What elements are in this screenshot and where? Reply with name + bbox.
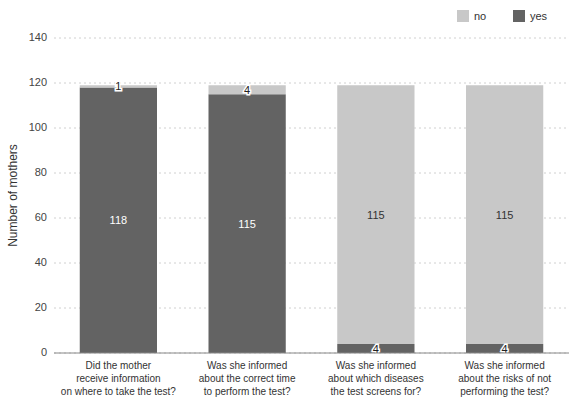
x-tick-label-line: about the risks of not xyxy=(458,373,551,384)
data-label: 1 xyxy=(115,80,121,92)
x-axis: Did the mother receive information on wher… xyxy=(61,360,551,397)
legend-item: yes xyxy=(513,10,548,22)
y-tick-label: 80 xyxy=(35,166,47,178)
legend-swatch xyxy=(457,10,469,22)
x-tick-label-line: to perform the test? xyxy=(204,386,291,397)
x-tick-label: Was she informed about which diseases the … xyxy=(328,360,424,397)
bars xyxy=(80,85,544,353)
bar-segment xyxy=(80,88,157,354)
x-tick-label-line: receive information xyxy=(76,373,160,384)
x-tick-label-line: performing the test? xyxy=(460,386,549,397)
bar-segment xyxy=(209,94,286,353)
bar-segment xyxy=(466,85,543,344)
x-tick-label-line: the test screens for? xyxy=(331,386,422,397)
x-tick-label-line: Was she informed xyxy=(336,360,416,371)
legend-swatch xyxy=(513,10,525,22)
y-tick-label: 100 xyxy=(29,121,47,133)
legend-item: no xyxy=(457,10,486,22)
data-label: 4 xyxy=(244,84,250,96)
data-label: 118 xyxy=(110,214,128,226)
data-label: 115 xyxy=(496,209,514,221)
y-tick-label: 60 xyxy=(35,211,47,223)
data-label: 115 xyxy=(367,209,385,221)
data-label: 115 xyxy=(238,218,256,230)
data-labels: 1181115441154115 xyxy=(110,80,514,354)
x-tick-label-line: Did the mother xyxy=(86,360,152,371)
grid xyxy=(54,38,569,353)
chart: 020406080100120140Number of mothers11811… xyxy=(0,0,579,409)
x-tick-label-line: about the correct time xyxy=(199,373,296,384)
x-tick-label-line: Was she informed xyxy=(465,360,545,371)
y-tick-label: 0 xyxy=(41,346,47,358)
x-tick-label: Was she informed about the correct time to… xyxy=(199,360,296,397)
grid-line xyxy=(54,83,569,84)
x-tick-label: Did the mother receive information on wher… xyxy=(61,360,177,397)
grid-line xyxy=(54,353,569,354)
x-axis-line xyxy=(54,353,569,354)
y-tick-label: 20 xyxy=(35,301,47,313)
y-axis-label: Number of mothers xyxy=(6,144,20,247)
y-axis: 0 20 40 60 80 100 120 140 xyxy=(29,31,47,358)
legend-label: yes xyxy=(530,10,548,22)
page: {"chart_data": {"type": "bar", "stacked"… xyxy=(0,0,579,409)
x-tick-label-line: on where to take the test? xyxy=(61,386,177,397)
y-tick-label: 140 xyxy=(29,31,47,43)
y-tick-label: 40 xyxy=(35,256,47,268)
grid-line xyxy=(54,38,569,39)
bar-segment xyxy=(337,85,414,344)
x-tick-label: Was she informed about the risks of not pe… xyxy=(458,360,551,397)
x-tick-label-line: about which diseases xyxy=(328,373,424,384)
y-tick-label: 120 xyxy=(29,76,47,88)
legend: no yes xyxy=(457,10,548,22)
x-tick-label-line: Was she informed xyxy=(207,360,287,371)
legend-label: no xyxy=(474,10,486,22)
